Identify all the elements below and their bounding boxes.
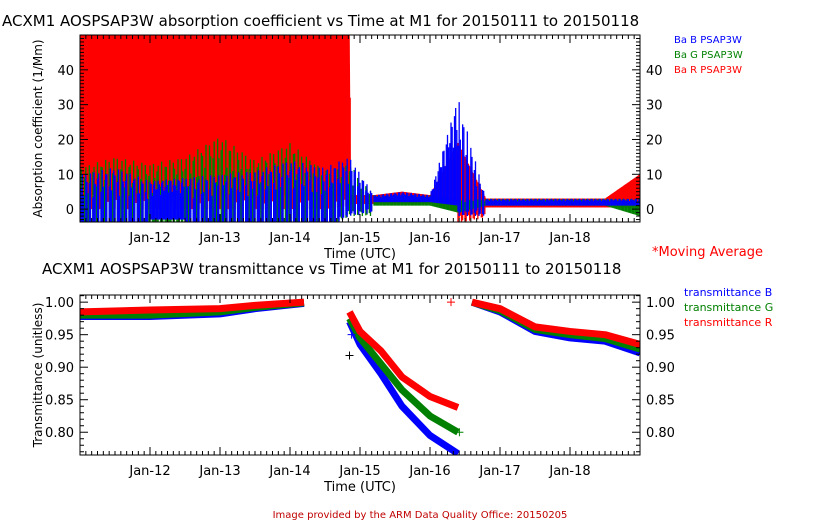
chart2-title: ACXM1 AOSPSAP3W transmittance vs Time at… <box>42 260 621 278</box>
abs-y-axis-label: Absorption coefficient (1/Mm) <box>31 39 45 217</box>
trans-x-axis-label: Time (UTC) <box>323 480 396 495</box>
abs-y-tick-label: 10 <box>57 168 74 183</box>
trans-y-tick-label-right: 0.90 <box>646 361 675 376</box>
footer-credit: Image provided by the ARM Data Quality O… <box>273 510 568 520</box>
absorption-band <box>150 35 185 210</box>
trans-x-tick-label: Jan-18 <box>548 464 590 479</box>
abs-x-tick-label: Jan-16 <box>408 231 450 246</box>
abs-y-tick-label-right: 0 <box>646 203 654 218</box>
transmittance-line <box>346 316 460 436</box>
trans-x-tick-label: Jan-17 <box>478 464 520 479</box>
abs-x-tick-label: Jan-14 <box>268 231 310 246</box>
abs-y-tick-label-right: 20 <box>646 133 663 148</box>
legend-transmittance-r: transmittance R <box>684 316 773 329</box>
trans-y-tick-label: 0.85 <box>45 394 74 409</box>
trans-x-tick-label: Jan-13 <box>198 464 240 479</box>
trans-x-tick-label: Jan-12 <box>128 464 170 479</box>
series-transmittance-g <box>80 298 640 436</box>
transmittance-line <box>80 298 305 316</box>
trans-y-tick-label: 0.80 <box>45 426 74 441</box>
transmittance-data <box>80 298 640 455</box>
abs-y-tick-label: 40 <box>57 64 74 79</box>
plus-marker <box>347 330 356 339</box>
abs-y-tick-label: 20 <box>57 133 74 148</box>
plus-marker <box>345 351 354 360</box>
abs-x-tick-label: Jan-13 <box>198 231 240 246</box>
moving-average-note: *Moving Average <box>652 245 763 260</box>
trans-y-axis-label: Transmittance (unitless) <box>31 303 45 449</box>
abs-y-tick-label: 0 <box>66 203 74 218</box>
chart1-title: ACXM1 AOSPSAP3W absorption coefficient v… <box>2 12 639 30</box>
series-transmittance-r <box>80 298 640 411</box>
legend-transmittance-b: transmittance B <box>684 286 772 299</box>
trans-y-tick-label: 0.90 <box>45 361 74 376</box>
abs-x-tick-label: Jan-18 <box>548 231 590 246</box>
abs-y-tick-label-right: 40 <box>646 64 663 79</box>
abs-y-tick-label-right: 30 <box>646 99 663 114</box>
trans-y-tick-label-right: 0.85 <box>646 394 675 409</box>
trans-x-tick-label: Jan-14 <box>268 464 310 479</box>
series-ba-b-psap3w <box>80 102 640 222</box>
legend-ba-g-psap3w: Ba G PSAP3W <box>674 50 743 61</box>
abs-x-tick-label: Jan-17 <box>478 231 520 246</box>
abs-x-axis-label: Time (UTC) <box>323 247 396 262</box>
trans-y-tick-label-right: 1.00 <box>646 296 675 311</box>
plus-marker <box>455 428 464 437</box>
abs-y-tick-label-right: 10 <box>646 168 663 183</box>
trans-y-tick-label: 1.00 <box>45 296 74 311</box>
trans-y-tick-label-right: 0.80 <box>646 426 675 441</box>
trans-x-tick-label: Jan-15 <box>338 464 380 479</box>
abs-y-tick-label: 30 <box>57 99 74 114</box>
transmittance-line <box>346 310 460 411</box>
abs-x-tick-label: Jan-12 <box>128 231 170 246</box>
legend-ba-r-psap3w: Ba R PSAP3W <box>674 65 742 76</box>
plus-marker <box>447 298 455 307</box>
transmittance-line <box>471 298 640 348</box>
absorption-plot: Jan-12 Jan-13 Jan-14 Jan-15 Jan-16 Jan-17 Jan-… <box>31 34 743 262</box>
abs-x-tick-label: Jan-15 <box>338 231 380 246</box>
legend-ba-b-psap3w: Ba B PSAP3W <box>674 35 742 46</box>
legend-transmittance-g: transmittance G <box>684 301 773 314</box>
trans-x-tick-label: Jan-16 <box>408 464 450 479</box>
transmittance-plot: Jan-12 Jan-13 Jan-14 Jan-15 Jan-16 Jan-17 Jan-… <box>31 286 773 495</box>
trans-y-tick-label: 0.95 <box>45 329 74 344</box>
trans-y-tick-label-right: 0.95 <box>646 329 675 344</box>
